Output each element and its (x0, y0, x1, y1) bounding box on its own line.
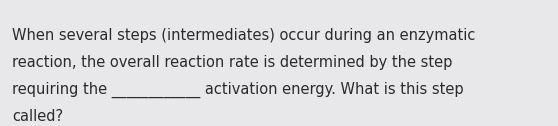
Text: When several steps (intermediates) occur during an enzymatic: When several steps (intermediates) occur… (12, 28, 475, 43)
Text: called?: called? (12, 109, 64, 124)
Text: requiring the ____________ activation energy. What is this step: requiring the ____________ activation en… (12, 82, 464, 98)
Text: reaction, the overall reaction rate is determined by the step: reaction, the overall reaction rate is d… (12, 55, 453, 70)
